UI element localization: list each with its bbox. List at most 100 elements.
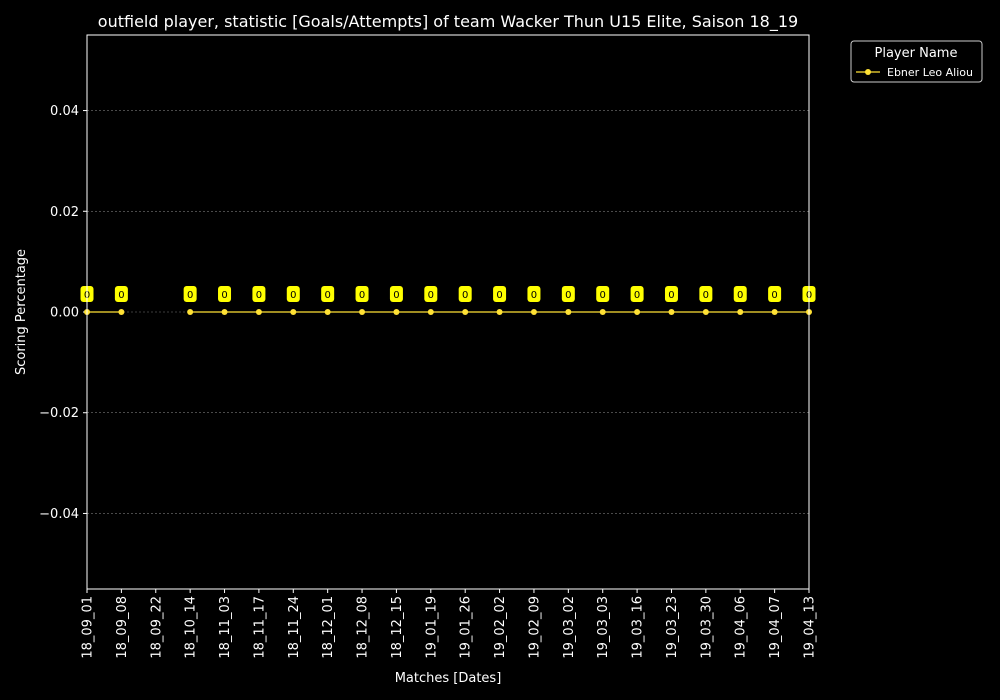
y-tick-label: −0.02 [39, 406, 79, 421]
x-tick-label: 18_09_22 [149, 596, 164, 659]
data-label-text: 0 [462, 290, 468, 301]
x-tick-label: 18_11_24 [287, 596, 302, 659]
data-label-text: 0 [531, 290, 537, 301]
data-label-box [286, 286, 300, 302]
data-point [187, 309, 194, 315]
data-label-box [527, 286, 541, 302]
data-label: 0 [493, 286, 507, 302]
y-tick-label: −0.04 [39, 507, 79, 522]
data-point [668, 309, 675, 315]
x-tick-label: 19_03_23 [665, 596, 680, 659]
data-point [427, 309, 434, 315]
data-label-box [596, 286, 610, 302]
data-point [221, 309, 228, 315]
x-tick-label: 18_12_01 [321, 596, 336, 659]
data-point [599, 309, 606, 315]
data-point [737, 309, 744, 315]
legend-series-name: Ebner Leo Aliou [887, 66, 973, 79]
data-label: 0 [321, 286, 335, 302]
data-label: 0 [286, 286, 300, 302]
data-point [634, 309, 641, 315]
x-tick-label: 19_03_16 [631, 596, 646, 659]
data-label: 0 [424, 286, 438, 302]
x-tick-label: 19_02_09 [527, 596, 542, 659]
data-label: 0 [596, 286, 610, 302]
data-point [462, 309, 469, 315]
legend-box [850, 40, 983, 83]
data-label-box [252, 286, 266, 302]
data-point [702, 309, 709, 315]
data-point [393, 309, 400, 315]
data-point [530, 309, 537, 315]
y-tick-label: 0.04 [50, 104, 79, 119]
x-tick-label: 19_04_13 [803, 596, 818, 659]
data-label-text: 0 [668, 290, 674, 301]
tick-layer: −0.04 −0.02 0.00 0.02 0.04 18_09_01 18_09_08 18… [39, 104, 817, 659]
x-tick-label: 18_10_14 [184, 596, 199, 659]
data-label-text: 0 [221, 290, 227, 301]
data-label-text: 0 [324, 290, 330, 301]
data-label: 0 [699, 286, 713, 302]
data-label-box [561, 286, 575, 302]
data-label-text: 0 [187, 290, 193, 301]
x-tick-label: 18_09_01 [81, 596, 96, 659]
x-tick-label: 19_01_26 [459, 596, 474, 659]
data-label: 0 [527, 286, 541, 302]
series-layer [84, 309, 812, 315]
y-tick-label: 0.00 [50, 306, 79, 321]
chart-title: outfield player, statistic [Goals/Attemp… [98, 12, 798, 32]
legend: Player Name Ebner Leo Aliou [850, 40, 983, 83]
data-label-box [493, 286, 507, 302]
data-label-text: 0 [771, 290, 777, 301]
data-label-box [733, 286, 747, 302]
legend-title: Player Name [875, 46, 958, 61]
data-point [324, 309, 331, 315]
data-label-text: 0 [703, 290, 709, 301]
data-label: 0 [252, 286, 266, 302]
x-tick-label: 19_01_19 [424, 596, 439, 659]
data-label-box [183, 286, 197, 302]
data-point [565, 309, 572, 315]
data-point [255, 309, 262, 315]
data-label-box [389, 286, 403, 302]
data-label-box [768, 286, 782, 302]
x-tick-label: 18_11_03 [218, 596, 233, 659]
data-label: 0 [389, 286, 403, 302]
data-label-text: 0 [428, 290, 434, 301]
data-label-text: 0 [393, 290, 399, 301]
x-tick-label: 19_02_02 [493, 596, 508, 659]
data-label: 0 [458, 286, 472, 302]
data-label: 0 [114, 286, 128, 302]
data-label-text: 0 [737, 290, 743, 301]
plot-frame [86, 34, 810, 590]
data-label: 0 [733, 286, 747, 302]
data-label: 0 [355, 286, 369, 302]
data-label-box [114, 286, 128, 302]
data-label: 0 [561, 286, 575, 302]
x-tick-label: 19_04_06 [734, 596, 749, 659]
data-label-box [321, 286, 335, 302]
x-tick-label: 18_12_15 [390, 596, 405, 659]
data-label-box [699, 286, 713, 302]
data-label-box [424, 286, 438, 302]
data-label-box [355, 286, 369, 302]
y-tick-label: 0.02 [50, 205, 79, 220]
data-label: 0 [630, 286, 644, 302]
data-label: 0 [664, 286, 678, 302]
data-label-text: 0 [118, 290, 124, 301]
data-point [290, 309, 297, 315]
data-label: 0 [768, 286, 782, 302]
data-label-text: 0 [359, 290, 365, 301]
data-label-text: 0 [256, 290, 262, 301]
x-tick-label: 18_09_08 [115, 596, 130, 659]
data-label-text: 0 [565, 290, 571, 301]
data-label-box [630, 286, 644, 302]
data-label-box [664, 286, 678, 302]
data-point [771, 309, 778, 315]
x-tick-label: 19_03_03 [596, 596, 611, 659]
data-label-text: 0 [496, 290, 502, 301]
x-tick-label: 19_03_30 [699, 596, 714, 659]
y-axis-label: Scoring Percentage [14, 249, 29, 375]
